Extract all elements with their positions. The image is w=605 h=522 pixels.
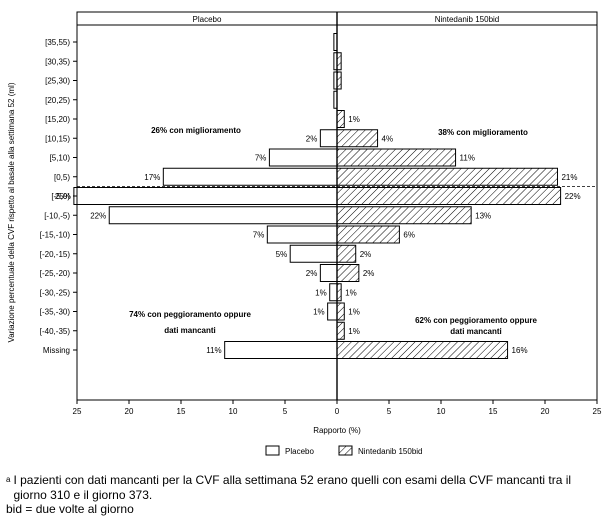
data-label-placebo: 22%	[90, 211, 106, 220]
legend-swatch-nintedanib	[338, 445, 353, 456]
data-label-placebo: 25%	[55, 192, 71, 201]
y-tick-label: Missing	[43, 346, 70, 355]
data-label-nintedanib: 11%	[460, 154, 475, 163]
bar-placebo	[327, 302, 338, 321]
y-axis-title: Variazione percentuale della CVF rispett…	[7, 82, 16, 342]
data-label-nintedanib: 1%	[345, 288, 357, 297]
bar-placebo	[319, 264, 338, 282]
data-label-placebo: 1%	[315, 288, 327, 297]
bar-nintedanib	[336, 187, 562, 205]
bar-placebo	[266, 225, 338, 244]
y-tick-label: [20,25)	[45, 96, 70, 105]
annotation-nintedanib-worsening-line1: 62% con peggioramento oppure	[415, 316, 537, 325]
y-tick-label: [-5,0)	[51, 192, 70, 201]
y-tick-label: [-30,-25)	[40, 288, 71, 297]
bar-placebo	[289, 244, 338, 263]
bar-nintedanib	[336, 302, 345, 321]
x-tick-label: 0	[335, 407, 340, 416]
data-label-nintedanib: 1%	[348, 115, 360, 124]
y-tick-label: [15,20)	[45, 115, 70, 124]
y-tick-label: [-40,-35)	[40, 327, 71, 336]
y-tick-label: [-15,-10)	[40, 231, 71, 240]
y-tick-label: [35,55)	[45, 38, 70, 47]
data-label-nintedanib: 6%	[403, 231, 415, 240]
bar-nintedanib	[336, 341, 509, 359]
butterfly-chart: Placebo Nintedanib 150bid [35,55) [30,35) […	[7, 11, 602, 458]
bar-placebo	[268, 148, 338, 167]
data-label-nintedanib: 1%	[348, 308, 360, 317]
annotation-nintedanib-worsening-line2: dati mancanti	[450, 327, 502, 336]
data-label-placebo: 2%	[306, 269, 318, 278]
x-tick-label: 10	[229, 407, 238, 416]
y-tick-label: [25,30)	[45, 77, 70, 86]
panel-title-placebo: Placebo	[193, 15, 222, 24]
y-tick-label: [-35,-30)	[40, 308, 71, 317]
annotation-placebo-worsening-line1: 74% con peggioramento oppure	[129, 310, 251, 319]
bar-placebo	[224, 341, 338, 359]
x-axis-title: Rapporto (%)	[313, 426, 361, 435]
data-label-nintedanib: 2%	[360, 250, 372, 259]
bar-placebo	[329, 283, 338, 302]
bar-nintedanib	[336, 264, 360, 282]
footnote-marker: a	[6, 475, 11, 484]
data-label-nintedanib: 21%	[561, 173, 577, 182]
bar-placebo	[162, 167, 338, 186]
annotation-placebo-worsening-line2: dati mancanti	[164, 326, 216, 335]
bar-placebo	[319, 129, 338, 148]
x-tick-label: 10	[437, 407, 446, 416]
x-tick-label: 5	[387, 407, 392, 416]
footnote-bid: bid = due volte al giorno	[6, 502, 134, 516]
legend-box	[262, 443, 458, 458]
y-tick-label: [-20,-15)	[40, 250, 71, 259]
data-label-nintedanib: 2%	[363, 269, 375, 278]
data-label-placebo: 11%	[206, 346, 221, 355]
bar-nintedanib	[336, 110, 345, 128]
bar-nintedanib	[336, 244, 357, 263]
y-tick-label: [-25,-20)	[40, 269, 71, 278]
data-label-placebo: 7%	[255, 154, 267, 163]
y-tick-label: [30,35)	[45, 57, 70, 66]
x-tick-label: 25	[73, 407, 82, 416]
data-label-placebo: 7%	[253, 231, 265, 240]
data-label-placebo: 2%	[306, 134, 318, 143]
legend-label-nintedanib: Nintedanib 150bid	[358, 447, 423, 456]
bar-nintedanib	[336, 167, 558, 186]
x-tick-label: 15	[177, 407, 186, 416]
bar-nintedanib	[336, 148, 457, 167]
panel-title-nintedanib: Nintedanib 150bid	[435, 15, 500, 24]
y-tick-label: [-10,-5)	[44, 211, 70, 220]
x-tick-label: 5	[283, 407, 288, 416]
x-tick-label: 20	[125, 407, 134, 416]
annotation-nintedanib-improvement: 38% con miglioramento	[438, 128, 528, 137]
bar-nintedanib	[336, 321, 345, 340]
bar-nintedanib	[336, 206, 472, 225]
x-tick-label: 25	[593, 407, 602, 416]
bar-placebo	[108, 206, 338, 225]
y-tick-label: [5,10)	[50, 154, 71, 163]
y-tick-label: [0,5)	[54, 173, 70, 182]
data-label-nintedanib: 4%	[382, 134, 394, 143]
data-label-placebo: 17%	[144, 173, 160, 182]
footnote-text: I pazienti con dati mancanti per la CVF …	[13, 473, 572, 502]
bar-nintedanib	[336, 129, 379, 148]
data-label-placebo: 5%	[276, 250, 288, 259]
data-label-nintedanib: 16%	[512, 346, 528, 355]
bar-placebo	[73, 187, 338, 205]
x-tick-label: 20	[541, 407, 550, 416]
data-label-placebo: 1%	[313, 308, 325, 317]
x-tick-label: 15	[489, 407, 498, 416]
data-label-nintedanib: 1%	[348, 327, 360, 336]
data-label-nintedanib: 13%	[475, 211, 491, 220]
annotation-placebo-improvement: 26% con miglioramento	[151, 126, 241, 135]
legend-swatch-placebo	[265, 445, 280, 456]
bar-nintedanib	[336, 225, 400, 244]
data-label-nintedanib: 22%	[565, 192, 581, 201]
y-tick-label: [10,15)	[45, 134, 70, 143]
legend-label-placebo: Placebo	[285, 447, 314, 456]
